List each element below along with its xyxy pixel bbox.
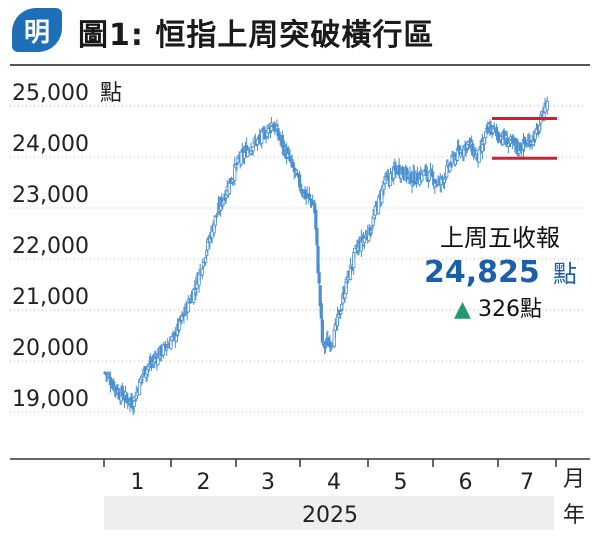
x-tick-label: 6 [459,470,473,495]
candle-body [480,141,485,152]
chart-title: 圖1: 恒指上周突破橫行區 [78,18,435,53]
candle-body [298,174,302,188]
x-tick-label: 4 [327,470,341,495]
candle-body [200,268,204,276]
candle-body [161,344,165,356]
candle-body [376,196,381,214]
candle-body [233,163,237,181]
x-tick-label: 5 [394,470,408,495]
candle-body [315,228,319,246]
candle-body [370,226,374,229]
x-unit-label: 月 [563,467,585,492]
y-unit-label: 點 [100,81,122,106]
y-tick-label: 19,000 [12,387,89,412]
year-band [104,496,554,530]
year-unit-label: 年 [563,503,585,528]
candle-body [133,399,137,402]
candle-body [339,311,343,314]
change-value: 326 [478,297,520,322]
candles [103,96,549,416]
y-tick-label: 25,000 [12,81,89,106]
candle-body [260,131,264,144]
x-tick-label: 2 [197,470,211,495]
title-divider [10,64,590,66]
x-tick-label: 1 [131,470,145,495]
range-lines [492,117,557,160]
newspaper-logo: 明 [12,8,62,52]
candle-body [314,209,318,230]
y-tick-label: 24,000 [12,132,89,157]
candle-body [424,166,428,177]
x-tick-label: 7 [520,470,534,495]
candle-body [300,188,304,194]
candle-body [251,146,255,152]
candle-body [235,162,239,166]
candle-body [186,299,190,313]
candle-body [214,215,218,218]
close-annotation: 上周五收報 24,825 點 ▲ 326 點 [424,224,577,322]
candle-body [317,272,321,284]
candle-body [445,165,449,178]
candle-body [188,301,193,304]
close-value: 24,825 [424,255,540,290]
y-tick-label: 21,000 [12,285,89,310]
y-axis-ticks: 25,000 24,000 23,000 22,000 21,000 20,000 19,0… [12,81,122,412]
candle-body [120,386,124,397]
candle-body [307,193,311,198]
change-unit: 點 [520,297,542,322]
candle-body [203,256,208,263]
candle-body [444,177,448,180]
candle-body [484,131,488,139]
candle-body [319,303,323,319]
candle-body [362,237,367,243]
candle-body [215,212,220,216]
candle-body [132,396,136,407]
candle-body [525,145,529,148]
up-arrow-icon: ▲ [454,297,471,322]
candle-body [206,239,210,251]
close-value-unit: 點 [553,260,577,288]
candle-body [431,171,435,177]
candle-body [353,247,357,253]
chart-header: 明 圖1: 恒指上周突破橫行區 [0,0,600,66]
candle-body [320,319,324,343]
y-tick-label: 22,000 [12,234,89,259]
y-tick-label: 20,000 [12,336,89,361]
candle-body [280,134,284,148]
candle-body [308,198,313,201]
y-tick-label: 23,000 [12,183,89,208]
close-label: 上周五收報 [440,224,560,252]
year-label: 2025 [302,503,358,528]
candle-body [545,101,549,111]
candle-body [321,340,326,343]
x-tick-label: 3 [261,470,275,495]
x-axis: 1 2 3 4 5 6 7 月 2025 年 [10,458,590,530]
